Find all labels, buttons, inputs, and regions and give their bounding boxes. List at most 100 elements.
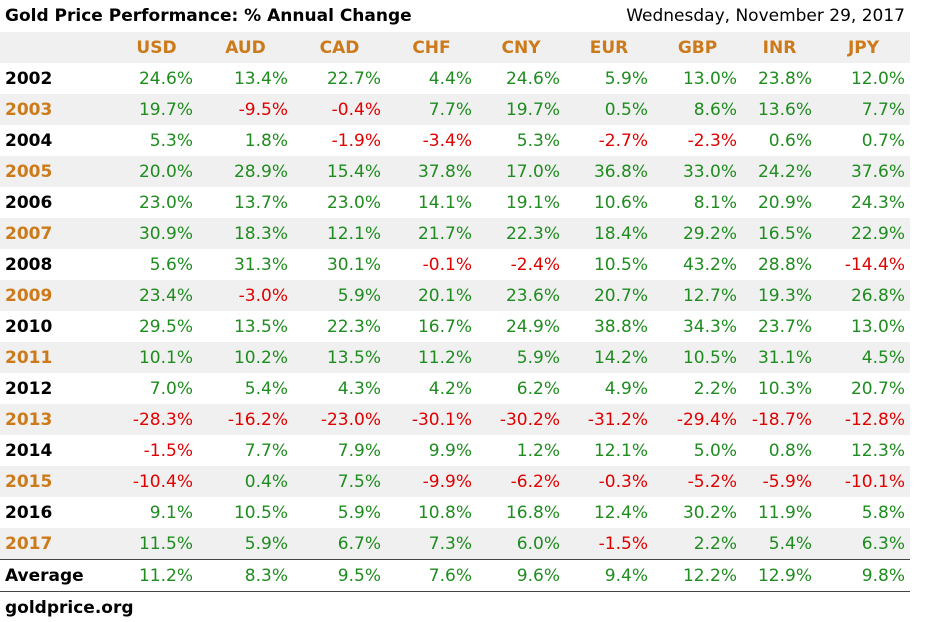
change-cell: 43.2% (682, 254, 737, 275)
change-cell: 18.4% (565, 218, 653, 249)
change-cell: 38.8% (593, 316, 648, 337)
change-cell: 26.8% (817, 280, 910, 311)
change-cell: 0.7% (861, 130, 905, 151)
change-cell: 13.7% (233, 192, 288, 213)
year-cell: 2013 (0, 404, 115, 435)
change-cell: 4.9% (604, 378, 648, 399)
change-cell: 6.7% (293, 528, 386, 560)
change-cell: 20.7% (850, 378, 905, 399)
column-header: INR (742, 32, 817, 63)
change-cell: 13.0% (682, 68, 737, 89)
change-cell: 5.3% (149, 130, 193, 151)
year-cell: 2009 (0, 280, 115, 311)
change-cell: 9.9% (428, 440, 472, 461)
change-cell: 11.2% (386, 342, 477, 373)
change-cell: 12.1% (593, 440, 648, 461)
year-row: 2017 11.5% 5.9% 6.7% 7.3% 6.0% -1.5% 2.2% 5.4% 6.… (0, 528, 910, 560)
change-cell: 23.7% (757, 316, 812, 337)
change-cell: 30.2% (682, 502, 737, 523)
footer: goldprice.org (5, 598, 134, 618)
year-row: 2007 30.9% 18.3% 12.1% 21.7% 22.3% 18.4% 29.2% 1… (0, 218, 910, 249)
change-cell: 29.2% (653, 218, 742, 249)
change-cell: 37.6% (817, 156, 910, 187)
change-cell: 23.6% (477, 280, 565, 311)
year-cell: 2015 (0, 466, 115, 497)
change-cell: -2.4% (510, 254, 560, 275)
average-row: Average 11.2% 8.3% 9.5% 7.6% 9.6% 9.4% 12.2% 12.… (0, 559, 910, 592)
change-cell: 6.3% (817, 528, 910, 560)
year-row: 2015 -10.4% 0.4% 7.5% -9.9% -6.2% -0.3% -5.2% -5… (0, 466, 910, 497)
change-cell: 37.8% (386, 156, 477, 187)
change-cell: 5.9% (477, 342, 565, 373)
change-cell: 10.8% (417, 502, 472, 523)
change-cell: 7.7% (244, 440, 288, 461)
change-cell: 4.3% (337, 378, 381, 399)
change-cell: 1.8% (244, 130, 288, 151)
change-cell: 20.9% (757, 192, 812, 213)
column-header: GBP (653, 32, 742, 63)
change-cell: 7.7% (817, 94, 910, 125)
change-cell: 10.1% (115, 342, 198, 373)
change-cell: 7.3% (386, 528, 477, 560)
change-cell: 5.9% (337, 502, 381, 523)
title: Gold Price Performance: % Annual Change (5, 6, 412, 26)
year-cell: 2003 (0, 94, 115, 125)
change-cell: 8.1% (693, 192, 737, 213)
change-cell: -30.2% (477, 404, 565, 435)
change-cell: -2.7% (598, 130, 648, 151)
year-row: 2009 23.4% -3.0% 5.9% 20.1% 23.6% 20.7% 12.7% 19… (0, 280, 910, 311)
year-row: 2010 29.5% 13.5% 22.3% 16.7% 24.9% 38.8% 34.3% 2… (0, 311, 910, 342)
change-cell: 14.1% (417, 192, 472, 213)
change-cell: 8.6% (653, 94, 742, 125)
average-cell: 9.6% (477, 559, 565, 592)
change-cell: 13.5% (293, 342, 386, 373)
year-row: 2004 5.3% 1.8% -1.9% -3.4% 5.3% -2.7% -2.3% 0.6%… (0, 125, 910, 156)
average-cell: 11.2% (115, 559, 198, 592)
year-row: 2005 20.0% 28.9% 15.4% 37.8% 17.0% 36.8% 33.0% 2… (0, 156, 910, 187)
date: Wednesday, November 29, 2017 (626, 6, 905, 26)
change-cell: -0.4% (293, 94, 386, 125)
change-cell: 19.7% (115, 94, 198, 125)
change-cell: 10.5% (233, 502, 288, 523)
year-cell: 2016 (5, 502, 53, 523)
change-cell: 0.4% (198, 466, 293, 497)
change-cell: 5.3% (516, 130, 560, 151)
column-header: JPY (817, 32, 910, 63)
column-header: CAD (293, 32, 386, 63)
change-cell: 16.8% (505, 502, 560, 523)
change-cell: 11.9% (757, 502, 812, 523)
average-cell: 12.9% (742, 559, 817, 592)
change-cell: 2.2% (653, 528, 742, 560)
year-cell: 2007 (0, 218, 115, 249)
average-cell: 8.3% (198, 559, 293, 592)
change-cell: -28.3% (115, 404, 198, 435)
change-cell: 5.9% (604, 68, 648, 89)
average-cell: 12.2% (653, 559, 742, 592)
change-cell: -3.4% (422, 130, 472, 151)
year-cell: 2017 (0, 528, 115, 560)
change-cell: 6.0% (477, 528, 565, 560)
change-cell: 19.7% (477, 94, 565, 125)
change-cell: 4.5% (817, 342, 910, 373)
change-cell: 21.7% (386, 218, 477, 249)
change-cell: 28.9% (198, 156, 293, 187)
change-cell: -12.8% (817, 404, 910, 435)
column-header: EUR (565, 32, 653, 63)
year-row: 2013 -28.3% -16.2% -23.0% -30.1% -30.2% -31.2%… (0, 404, 910, 435)
change-cell: 13.6% (742, 94, 817, 125)
change-cell: 34.3% (682, 316, 737, 337)
change-cell: 10.5% (593, 254, 648, 275)
change-cell: 5.8% (861, 502, 905, 523)
change-cell: 24.2% (742, 156, 817, 187)
change-cell: 22.3% (477, 218, 565, 249)
change-cell: -1.9% (331, 130, 381, 151)
change-cell: 23.8% (757, 68, 812, 89)
change-cell: 0.8% (768, 440, 812, 461)
change-cell: -1.5% (143, 440, 193, 461)
change-cell: 19.1% (505, 192, 560, 213)
change-cell: 0.6% (768, 130, 812, 151)
change-cell: -31.2% (565, 404, 653, 435)
change-cell: 36.8% (565, 156, 653, 187)
change-cell: 24.6% (138, 68, 193, 89)
